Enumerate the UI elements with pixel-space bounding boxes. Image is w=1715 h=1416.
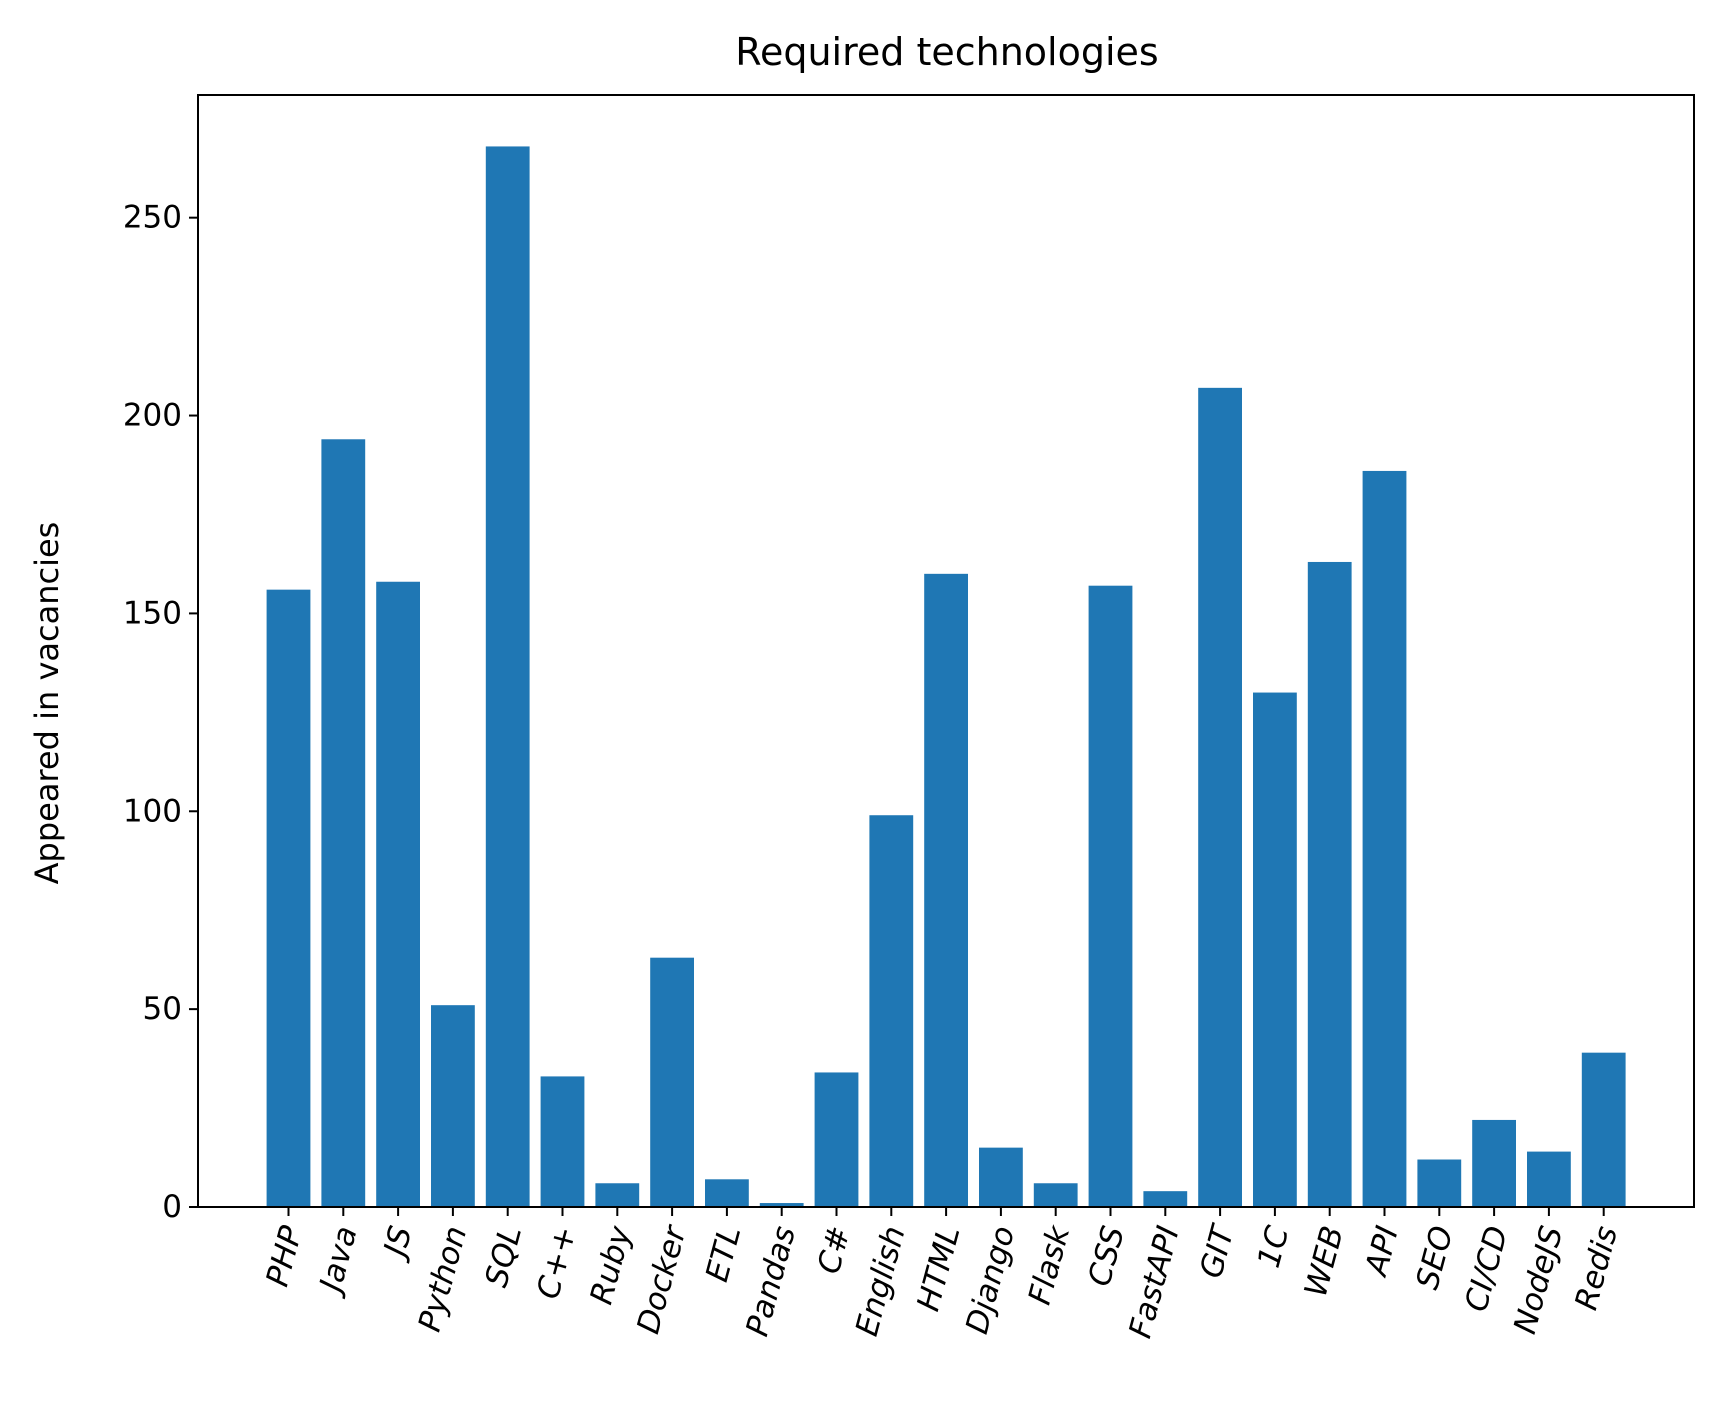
bar-web: [1307, 561, 1352, 1207]
bar-fastapi: [1143, 1191, 1188, 1207]
bar-php: [266, 589, 311, 1207]
bar-c-: [540, 1076, 585, 1207]
x-tick-label: C++: [530, 1222, 584, 1302]
x-tick-label: SEO: [1409, 1222, 1460, 1293]
x-tick-label: English: [849, 1222, 913, 1339]
x-tick-label: JS: [376, 1222, 420, 1265]
bar-git: [1198, 387, 1242, 1208]
bar-html: [924, 573, 968, 1207]
bar-js: [376, 581, 420, 1207]
x-tick-label: 1C: [1251, 1222, 1297, 1272]
x-tick-label: Java: [311, 1222, 364, 1300]
bar-nodejs: [1527, 1151, 1571, 1207]
x-tick-label: Pandas: [739, 1222, 803, 1340]
bar-css: [1088, 585, 1133, 1207]
x-tick-label: Python: [412, 1222, 475, 1335]
x-tick-label: API: [1358, 1222, 1406, 1281]
bars-group: [266, 146, 1626, 1208]
x-tick-label: Ruby: [583, 1222, 638, 1308]
y-tick-label: 150: [123, 595, 182, 631]
x-tick-label: Django: [959, 1222, 1022, 1337]
bar-flask: [1033, 1183, 1078, 1207]
y-tick-label: 50: [143, 991, 182, 1027]
bar-java: [321, 439, 366, 1207]
y-tick-label: 100: [123, 793, 182, 829]
bar-redis: [1581, 1052, 1626, 1207]
chart-title: Required technologies: [735, 30, 1158, 74]
x-tick-label: PHP: [259, 1222, 310, 1290]
y-axis: 0 50 100 150 200 250: [123, 200, 198, 1225]
bar-django: [979, 1147, 1023, 1207]
y-tick-label: 0: [162, 1189, 182, 1225]
x-tick-label: FastAPI: [1122, 1222, 1186, 1342]
bar-docker: [650, 957, 694, 1207]
y-tick-label: 250: [123, 200, 182, 236]
y-tick-label: 200: [123, 398, 182, 434]
plot-frame: [197, 94, 1695, 1208]
bar-pandas: [759, 1203, 804, 1207]
x-tick-label: SQL: [478, 1222, 529, 1291]
x-tick-label: Redis: [1568, 1222, 1625, 1313]
bar-english: [869, 815, 914, 1207]
x-tick-label: C#: [811, 1222, 858, 1277]
bar-c-: [814, 1072, 859, 1207]
x-tick-label: GIT: [1193, 1220, 1242, 1282]
x-tick-label: ETL: [699, 1222, 748, 1285]
x-tick-label: CI/CD: [1458, 1222, 1515, 1315]
x-tick-label: NodeJS: [1507, 1222, 1570, 1337]
bar-sql: [485, 146, 530, 1208]
x-tick-label: HTML: [910, 1222, 967, 1315]
bar-1c: [1253, 692, 1297, 1207]
bar-seo: [1417, 1159, 1462, 1207]
bar-api: [1362, 470, 1407, 1207]
bar-ruby: [595, 1183, 640, 1207]
x-tick-label: CSS: [1081, 1222, 1131, 1290]
x-tick-label: WEB: [1298, 1222, 1351, 1300]
x-tick-label: Flask: [1022, 1221, 1078, 1308]
bar-python: [431, 1005, 475, 1207]
bar-ci-cd: [1472, 1119, 1516, 1207]
x-tick-label: Docker: [630, 1220, 694, 1337]
bar-etl: [705, 1179, 749, 1207]
y-axis-label: Appeared in vacancies: [28, 522, 66, 885]
